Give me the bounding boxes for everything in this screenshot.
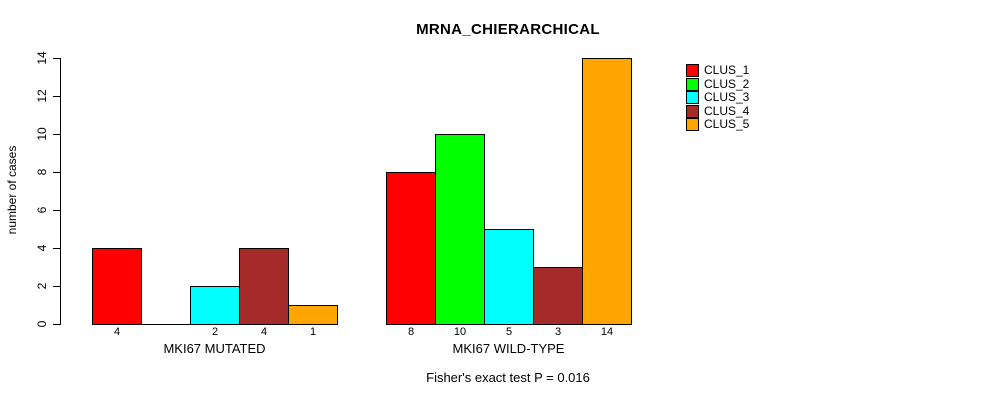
group-label-mki67-mutated: MKI67 MUTATED bbox=[163, 341, 266, 356]
bar-clus_4 bbox=[239, 248, 289, 325]
legend-label: CLUS_5 bbox=[704, 117, 750, 132]
y-tick-label: 2 bbox=[35, 282, 49, 290]
y-tick-label: 6 bbox=[35, 206, 49, 214]
legend-swatch bbox=[686, 64, 699, 78]
y-tick-label: 4 bbox=[35, 244, 49, 252]
bar-value-label: 3 bbox=[554, 326, 562, 338]
legend: CLUS_1 CLUS_2 CLUS_3 CLUS_4 CLUS_5 bbox=[686, 64, 749, 132]
y-tick-label: 10 bbox=[35, 127, 49, 141]
y-tick-label: 0 bbox=[35, 320, 49, 328]
y-tick bbox=[53, 58, 60, 59]
bar-value-label: 4 bbox=[113, 326, 121, 338]
legend-label: CLUS_4 bbox=[704, 103, 750, 118]
bar-clus_5 bbox=[288, 305, 338, 325]
y-tick-label: 12 bbox=[35, 89, 49, 103]
legend-label: CLUS_1 bbox=[704, 63, 750, 78]
bar-value-label: 14 bbox=[600, 326, 614, 338]
y-tick bbox=[53, 286, 60, 287]
y-tick-label: 8 bbox=[35, 168, 49, 176]
legend-item-clus_2: CLUS_2 bbox=[686, 76, 750, 92]
bar-clus_4 bbox=[533, 267, 583, 325]
y-tick bbox=[53, 248, 60, 249]
legend-item-clus_1: CLUS_1 bbox=[686, 64, 749, 78]
legend-label: CLUS_2 bbox=[704, 76, 750, 91]
legend-swatch bbox=[686, 104, 699, 118]
bar-value-label: 10 bbox=[453, 326, 467, 338]
legend-item-clus_4: CLUS_4 bbox=[686, 103, 750, 119]
legend-item-clus_3: CLUS_3 bbox=[686, 91, 749, 105]
annotation-fisher-test: Fisher's exact test P = 0.016 bbox=[426, 370, 590, 385]
bar-clus_2-zero bbox=[141, 324, 191, 325]
chart-title: MRNA_CHIERARCHICAL bbox=[416, 21, 600, 38]
legend-label: CLUS_3 bbox=[704, 90, 750, 105]
legend-swatch bbox=[686, 118, 699, 132]
bar-value-label: 1 bbox=[309, 326, 317, 338]
bar-clus_2 bbox=[435, 134, 485, 325]
bar-value-label: 5 bbox=[505, 326, 513, 338]
bar-clus_1 bbox=[386, 172, 436, 325]
y-tick bbox=[53, 96, 60, 97]
legend-item-clus_5: CLUS_5 bbox=[686, 118, 749, 132]
y-axis-line bbox=[60, 58, 61, 325]
y-axis-label: number of cases bbox=[5, 145, 19, 235]
legend-swatch bbox=[686, 91, 699, 105]
bar-value-label: 2 bbox=[211, 326, 219, 338]
bar-value-label: 8 bbox=[407, 326, 415, 338]
bar-value-label: 4 bbox=[260, 326, 268, 338]
y-tick bbox=[53, 210, 60, 211]
legend-swatch bbox=[686, 77, 699, 91]
y-tick bbox=[53, 324, 60, 325]
y-tick-label: 14 bbox=[35, 51, 49, 65]
bar-clus_5 bbox=[582, 58, 632, 325]
group-label-mki67-wild-type: MKI67 WILD-TYPE bbox=[452, 341, 565, 356]
y-tick bbox=[53, 134, 60, 135]
bar-clus_1 bbox=[92, 248, 142, 325]
bar-clus_3 bbox=[190, 286, 240, 325]
y-tick bbox=[53, 172, 60, 173]
bar-clus_3 bbox=[484, 229, 534, 325]
